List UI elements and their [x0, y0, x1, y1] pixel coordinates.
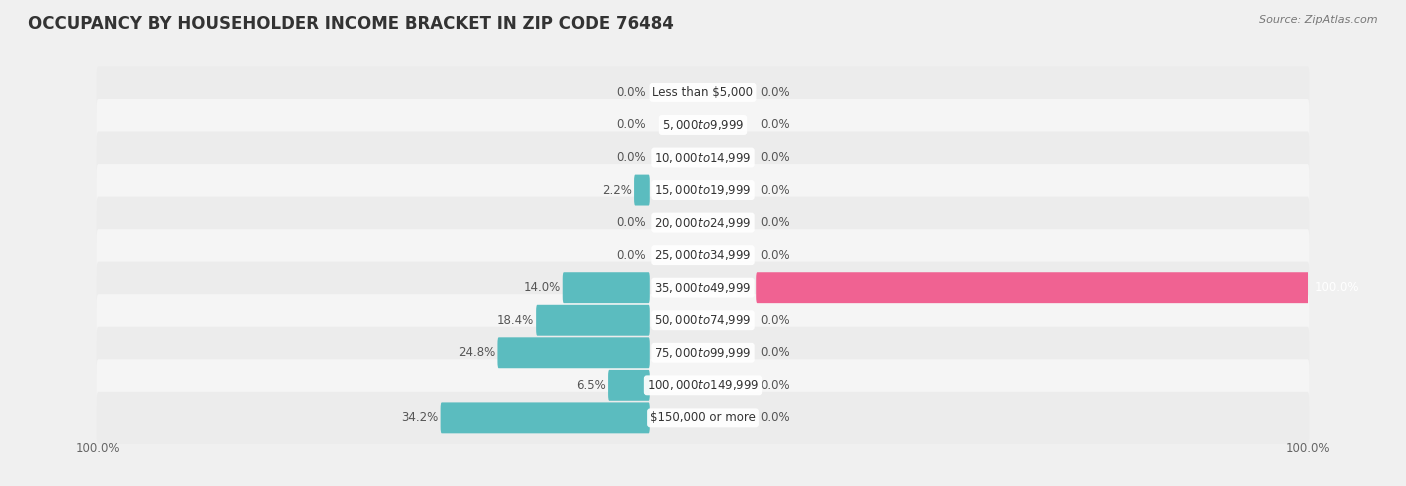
Text: $5,000 to $9,999: $5,000 to $9,999 [662, 118, 744, 132]
FancyBboxPatch shape [634, 174, 650, 206]
Text: 0.0%: 0.0% [761, 184, 790, 196]
FancyBboxPatch shape [562, 272, 650, 303]
Text: $100,000 to $149,999: $100,000 to $149,999 [647, 378, 759, 392]
FancyBboxPatch shape [97, 67, 1309, 119]
Text: 24.8%: 24.8% [458, 347, 496, 359]
FancyBboxPatch shape [97, 99, 1309, 151]
Text: $150,000 or more: $150,000 or more [650, 411, 756, 424]
FancyBboxPatch shape [97, 229, 1309, 281]
Text: 0.0%: 0.0% [761, 216, 790, 229]
Text: OCCUPANCY BY HOUSEHOLDER INCOME BRACKET IN ZIP CODE 76484: OCCUPANCY BY HOUSEHOLDER INCOME BRACKET … [28, 15, 673, 33]
FancyBboxPatch shape [536, 305, 650, 336]
Text: $75,000 to $99,999: $75,000 to $99,999 [654, 346, 752, 360]
Text: $50,000 to $74,999: $50,000 to $74,999 [654, 313, 752, 327]
Text: 0.0%: 0.0% [616, 216, 645, 229]
Text: 14.0%: 14.0% [523, 281, 561, 294]
FancyBboxPatch shape [97, 261, 1309, 314]
Text: $15,000 to $19,999: $15,000 to $19,999 [654, 183, 752, 197]
FancyBboxPatch shape [607, 370, 650, 401]
Text: 0.0%: 0.0% [761, 249, 790, 261]
Text: 0.0%: 0.0% [761, 314, 790, 327]
FancyBboxPatch shape [97, 392, 1309, 444]
Text: Source: ZipAtlas.com: Source: ZipAtlas.com [1260, 15, 1378, 25]
Text: 0.0%: 0.0% [761, 86, 790, 99]
FancyBboxPatch shape [97, 294, 1309, 347]
Text: 0.0%: 0.0% [761, 379, 790, 392]
Text: Less than $5,000: Less than $5,000 [652, 86, 754, 99]
Text: 34.2%: 34.2% [402, 411, 439, 424]
Text: 0.0%: 0.0% [616, 86, 645, 99]
Text: 100.0%: 100.0% [1315, 281, 1360, 294]
Text: 18.4%: 18.4% [498, 314, 534, 327]
FancyBboxPatch shape [97, 359, 1309, 411]
Text: 6.5%: 6.5% [576, 379, 606, 392]
Text: $35,000 to $49,999: $35,000 to $49,999 [654, 281, 752, 295]
FancyBboxPatch shape [756, 272, 1364, 303]
Text: $25,000 to $34,999: $25,000 to $34,999 [654, 248, 752, 262]
Text: 0.0%: 0.0% [761, 151, 790, 164]
Text: 2.2%: 2.2% [602, 184, 633, 196]
Text: 0.0%: 0.0% [616, 119, 645, 132]
FancyBboxPatch shape [498, 337, 650, 368]
Text: 0.0%: 0.0% [616, 249, 645, 261]
FancyBboxPatch shape [97, 327, 1309, 379]
FancyBboxPatch shape [440, 402, 650, 434]
Text: 0.0%: 0.0% [761, 119, 790, 132]
Text: 0.0%: 0.0% [761, 347, 790, 359]
Text: $10,000 to $14,999: $10,000 to $14,999 [654, 151, 752, 165]
Text: $20,000 to $24,999: $20,000 to $24,999 [654, 216, 752, 229]
Text: 0.0%: 0.0% [616, 151, 645, 164]
FancyBboxPatch shape [97, 196, 1309, 249]
Text: 0.0%: 0.0% [761, 411, 790, 424]
FancyBboxPatch shape [97, 164, 1309, 216]
FancyBboxPatch shape [97, 132, 1309, 184]
